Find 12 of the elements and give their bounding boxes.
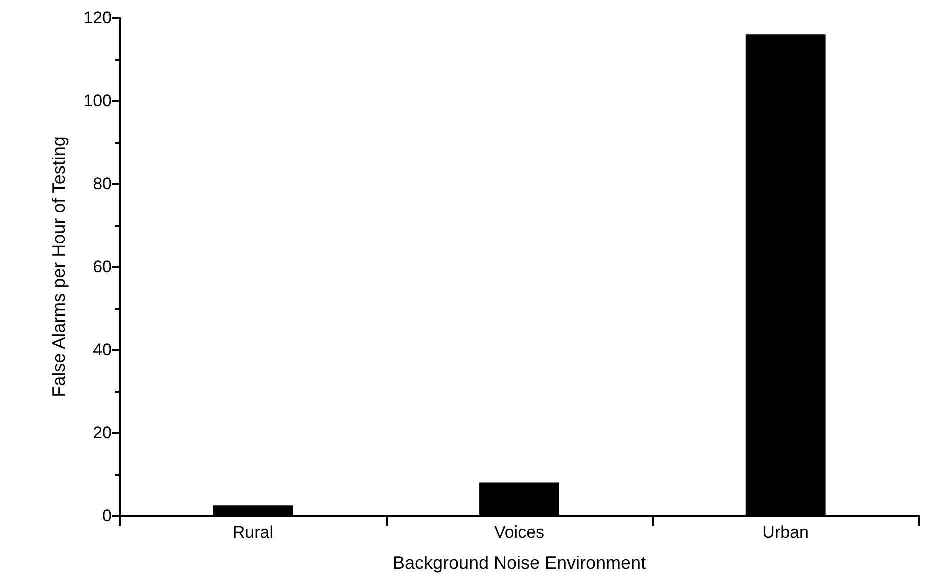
y-tick-label: 40: [93, 340, 112, 360]
x-tick-label: Voices: [494, 523, 545, 542]
y-tick-label: 100: [84, 92, 112, 110]
x-axis-title: Background Noise Environment: [392, 553, 646, 573]
y-tick-label: 80: [93, 174, 112, 194]
y-tick-label: 0: [102, 506, 112, 526]
y-tick-label: 120: [84, 8, 112, 28]
y-tick-label: 20: [93, 424, 112, 442]
y-tick-label: 60: [93, 258, 112, 276]
x-tick-label: Urban: [762, 523, 809, 542]
y-axis-title: False Alarms per Hour of Testing: [49, 136, 69, 398]
x-tick-label: Rural: [232, 523, 274, 542]
